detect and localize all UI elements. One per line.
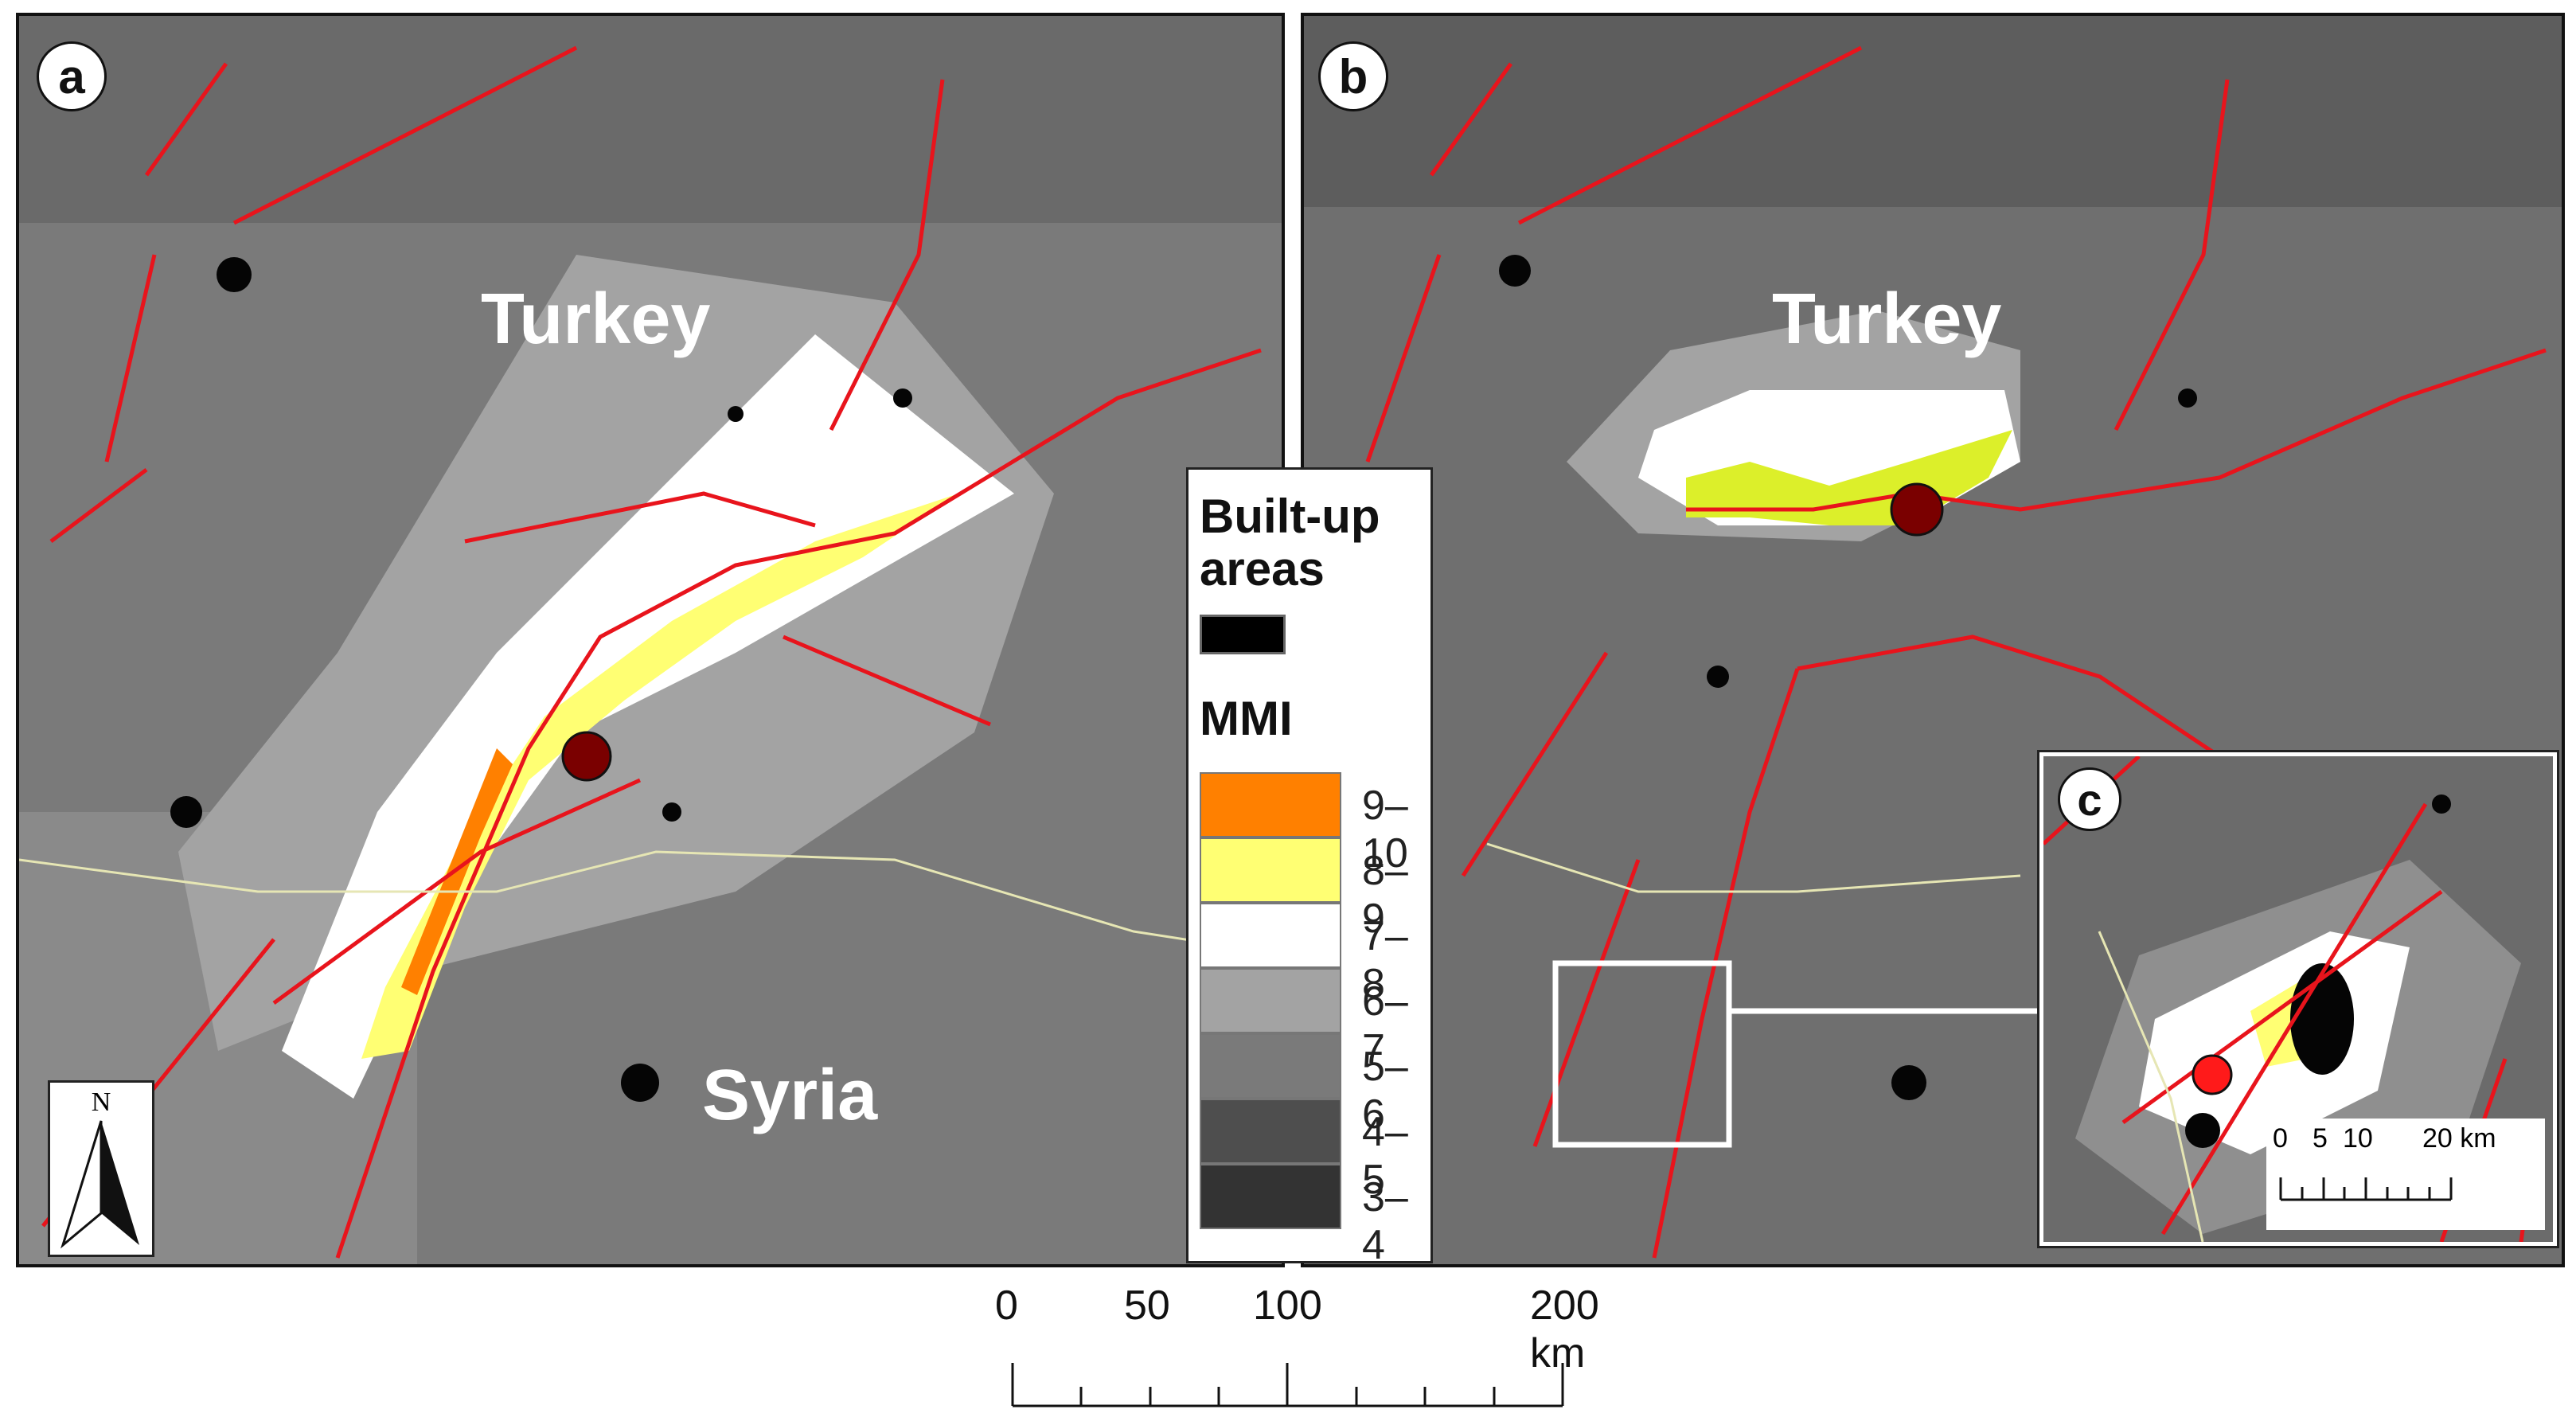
map-a-canvas [19, 16, 1282, 1264]
north-arrow-icon [60, 1120, 139, 1249]
north-arrow: N [48, 1080, 154, 1257]
built-up-areas-b [1499, 255, 2197, 1100]
scale-tick-0: 0 [995, 1282, 1018, 1329]
main-scale-ticks [1011, 1363, 1564, 1407]
legend-builtup-swatch [1200, 615, 1286, 654]
legend-swatch-6-7 [1200, 968, 1341, 1033]
country-label-turkey: Turkey [481, 279, 711, 359]
inset-panel-c: c 0 5 10 20 km [2037, 750, 2559, 1248]
inset-scale-tick-10: 10 [2343, 1123, 2373, 1154]
mmi-7-8-zone [282, 334, 1014, 1099]
inset-scale-tick-0: 0 [2273, 1123, 2288, 1154]
main-scale-bar: 0 50 100 200 km [939, 1282, 1656, 1417]
national-border-b [1486, 842, 2021, 893]
inset-scale-tick-20: 20 km [2422, 1123, 2496, 1154]
north-label: N [91, 1087, 111, 1117]
legend-swatch-9-10 [1200, 772, 1341, 837]
legend-builtup-line2: areas [1200, 542, 1325, 595]
inset-scale-ticks [2279, 1177, 2453, 1201]
legend-swatch-7-8 [1200, 903, 1341, 968]
epicenter-marker [561, 731, 612, 782]
legend-label-5-6: 5–6 [1362, 1044, 1408, 1138]
epicenter-marker-c [2192, 1054, 2233, 1095]
built-up-areas [170, 257, 912, 1102]
panel-c-badge: c [2058, 767, 2121, 831]
legend-swatch-5-6 [1200, 1033, 1341, 1099]
national-border [19, 850, 1282, 956]
epicenter-marker-b [1890, 482, 1944, 537]
legend-label-6-7: 6–7 [1362, 978, 1408, 1072]
panel-b-badge: b [1318, 41, 1388, 111]
scale-tick-50: 50 [1124, 1282, 1170, 1329]
inset-scale-tick-5: 5 [2313, 1123, 2328, 1154]
scale-tick-200: 200 km [1530, 1282, 1599, 1376]
legend-label-7-8: 7–8 [1362, 913, 1408, 1007]
inset-extent-box [1552, 960, 1732, 1148]
legend-builtup-line1: Built-up [1200, 490, 1380, 543]
legend-swatch-8-9 [1200, 837, 1341, 903]
panel-a-badge: a [37, 41, 107, 111]
scale-tick-100: 100 [1253, 1282, 1322, 1329]
country-label-turkey-b: Turkey [1772, 279, 2002, 359]
country-label-syria: Syria [702, 1056, 878, 1135]
legend-label-3-4: 3–4 [1362, 1174, 1408, 1268]
legend-swatch-4-5 [1200, 1099, 1341, 1164]
fault-lines [41, 45, 1262, 1259]
legend-label-4-5: 4–5 [1362, 1109, 1408, 1203]
legend: Built-up areas MMI 9–10 8–9 7–8 6–7 5–6 … [1186, 467, 1433, 1268]
legend-label-8-9: 8–9 [1362, 848, 1408, 942]
legend-mmi-title: MMI [1200, 692, 1293, 745]
inset-scale-bar: 0 5 10 20 km [2266, 1119, 2545, 1230]
legend-label-9-10: 9–10 [1362, 783, 1408, 876]
fault-lines-b [1365, 45, 2547, 1259]
map-panel-a: a Turkey Syria N [16, 13, 1285, 1267]
legend-swatch-3-4 [1200, 1164, 1341, 1229]
